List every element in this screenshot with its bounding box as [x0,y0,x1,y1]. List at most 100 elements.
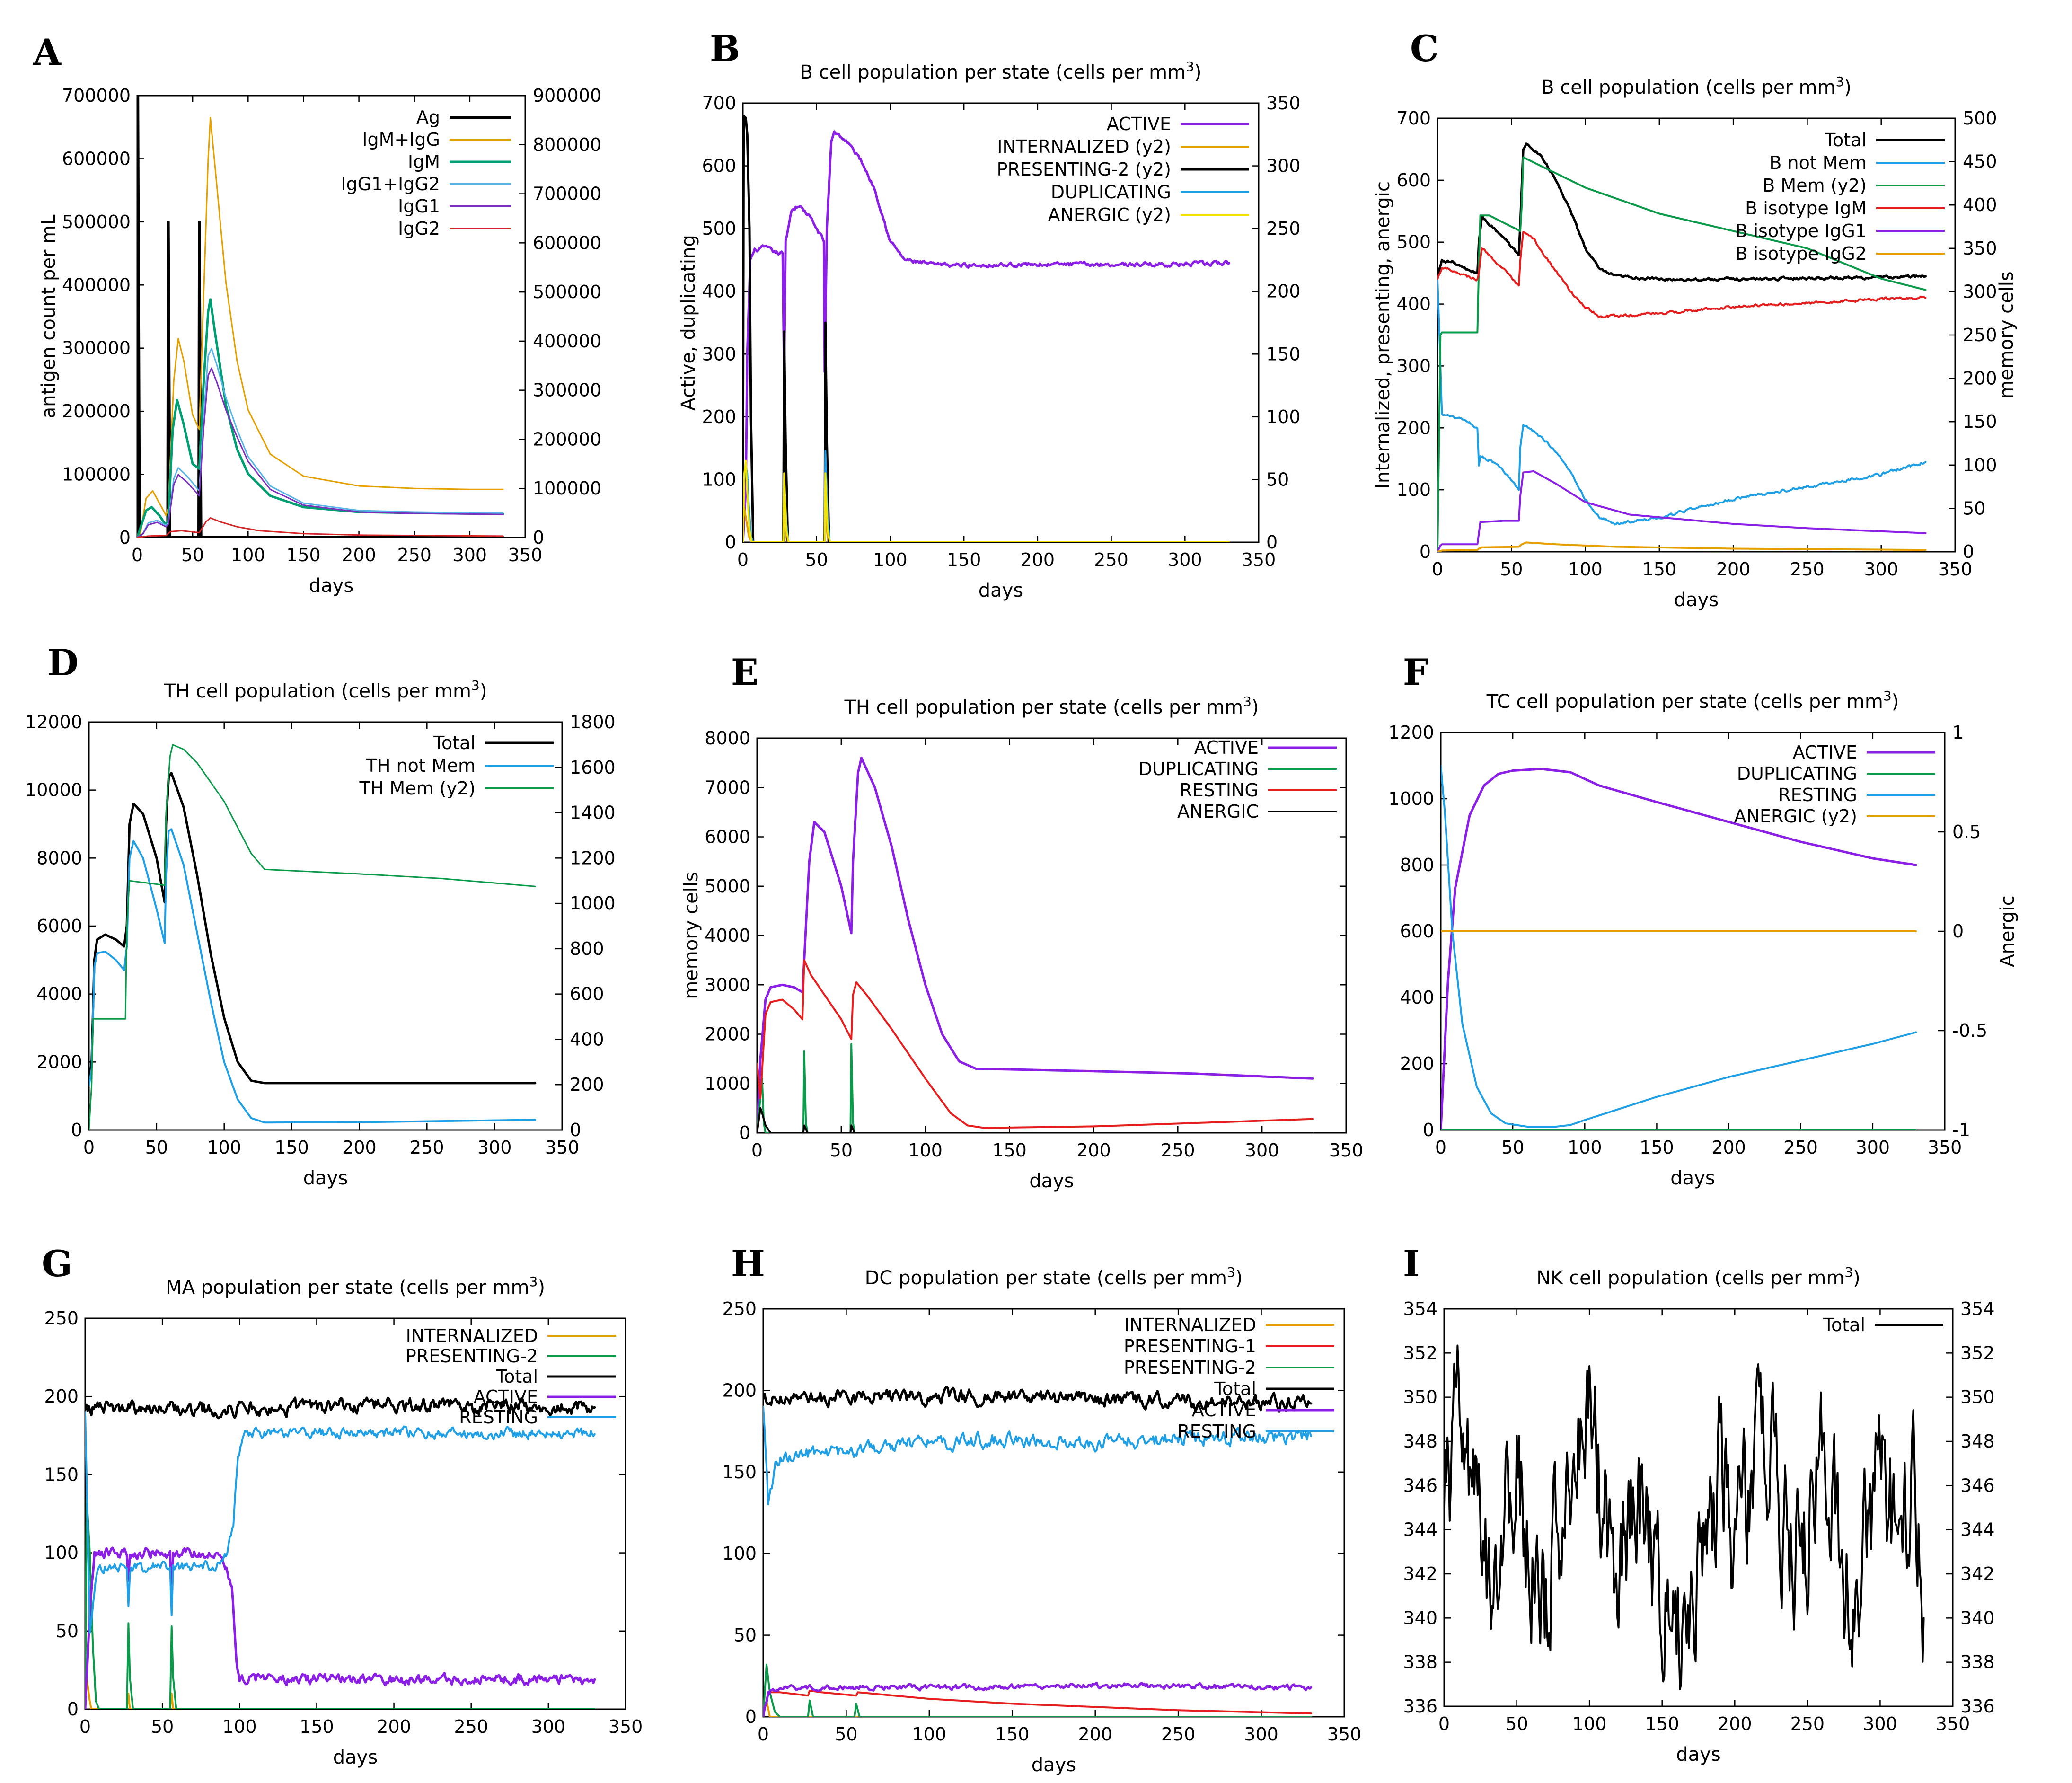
y2-tick-label: 338 [1960,1652,1995,1673]
legend-label: B Mem (y2) [1763,175,1867,196]
x-tick-label: 350 [1329,1140,1364,1161]
x-tick-label: 100 [222,1716,257,1737]
y2-tick-label: 340 [1960,1607,1995,1628]
series-line-resting [763,1405,1312,1505]
x-tick-label: 200 [377,1716,411,1737]
chart-title: TH cell population (cells per mm3) [164,678,487,702]
legend-label: ANERGIC (y2) [1048,204,1171,225]
legend-label: Total [1823,1315,1865,1335]
y-tick-label: 200 [1396,417,1431,438]
series-line-duplicating [743,450,1230,542]
y-tick-label: 400 [1396,294,1431,315]
x-tick-label: 50 [181,545,204,565]
y-axis-label: Active, duplicating [678,235,699,411]
y-tick-label: 344 [1403,1519,1437,1540]
x-tick-label: 200 [1021,549,1055,570]
series-group [89,744,537,1130]
x-axis-label: days [1029,1170,1074,1192]
y-axis-label: Internalized, presenting, anergic [1372,181,1394,489]
y-tick-label: 6000 [36,916,82,936]
y-tick-label: 2000 [705,1024,750,1045]
x-tick-label: 0 [83,1137,95,1158]
y-tick-label: 100 [44,1543,79,1563]
y2-tick-label: 450 [1963,151,1997,172]
y-tick-label: 7000 [705,777,750,798]
x-tick-label: 50 [145,1137,168,1158]
y2-tick-label: 336 [1960,1696,1995,1717]
y2-tick-label: 50 [1963,498,1985,519]
y-tick-label: 8000 [705,728,750,749]
x-tick-label: 200 [1718,1713,1752,1734]
y-tick-label: 400 [702,281,736,302]
y2-tick-label: 1600 [570,757,616,778]
x-tick-label: 50 [1505,1713,1528,1734]
x-tick-label: 100 [1568,559,1603,580]
legend-label: Total [495,1366,538,1387]
legend-label: Ag [416,107,440,128]
panel-g: G MA population per state (cells per mm3)… [42,1243,643,1768]
legend-label: INTERNALIZED (y2) [997,136,1171,157]
y-tick-label: 100000 [62,464,131,485]
y2-tick-label: 600 [570,984,604,1005]
legend-label: ANERGIC [1177,801,1259,822]
y-tick-label: 1200 [1388,722,1434,743]
x-tick-label: 200 [1711,1137,1746,1158]
x-axis-label: days [1676,1744,1720,1765]
series-line-presenting-2-y2 [743,115,1231,542]
y2-tick-label: 200000 [533,429,601,450]
x-tick-label: 350 [1327,1724,1362,1745]
y-tick-label: 100 [1396,479,1431,500]
y-tick-label: 12000 [25,712,82,733]
x-tick-label: 250 [454,1716,488,1737]
legend-label: PRESENTING-1 [1124,1336,1256,1357]
x-tick-label: 50 [805,549,828,570]
panel-letter: A [33,31,62,73]
series-line-igm [137,298,504,538]
series-line-total [763,1386,1313,1413]
x-tick-label: 200 [342,1137,377,1158]
y2-tick-label: 150 [1963,411,1997,432]
x-tick-label: 250 [1783,1137,1818,1158]
y-tick-label: 200 [44,1386,79,1407]
series-line-active [1441,768,1917,1130]
series-line-presenting-2 [763,1663,1312,1717]
y2-tick-label: 354 [1960,1298,1995,1319]
y-tick-label: 0 [119,527,131,548]
y-tick-label: 600 [1396,170,1431,191]
x-tick-label: 150 [1645,1713,1679,1734]
x-axis-label: days [979,580,1023,601]
legend-label: DUPLICATING [1737,763,1857,784]
y-tick-label: 354 [1403,1298,1437,1319]
x-tick-label: 300 [477,1137,512,1158]
y2-tick-label: 1400 [570,803,616,823]
x-tick-label: 200 [1078,1724,1112,1745]
y-tick-label: 700 [702,93,736,114]
series-line-internalized-y2 [743,503,1230,542]
y2-tick-label: 0 [533,527,544,548]
series-line-b-isotype-igg2 [1437,541,1927,552]
legend-label: Total [1824,130,1867,150]
legend: INTERNALIZEDPRESENTING-2TotalACTIVERESTI… [406,1325,616,1428]
chart-title: B cell population (cells per mm3) [1541,74,1852,98]
legend-label: Total [1214,1378,1256,1399]
x-tick-label: 150 [1640,1137,1674,1158]
chart-title: TH cell population per state (cells per … [844,694,1259,718]
legend-label: ACTIVE [474,1386,538,1407]
y-tick-label: 2000 [36,1051,82,1072]
series-group [763,1386,1313,1717]
x-tick-label: 0 [132,545,143,565]
y2-tick-label: 200 [1963,368,1997,389]
y-tick-label: 10000 [25,780,82,801]
y-tick-label: 150 [722,1462,757,1483]
y-tick-label: 350 [1403,1387,1437,1408]
series-line-internalized [763,1699,1312,1717]
y-tick-label: 200000 [62,401,131,422]
series-line-total [1437,142,1927,282]
y2-tick-label: 350 [1963,238,1997,259]
x-axis-label: days [1032,1754,1076,1776]
y2-tick-label: 400 [1963,194,1997,215]
